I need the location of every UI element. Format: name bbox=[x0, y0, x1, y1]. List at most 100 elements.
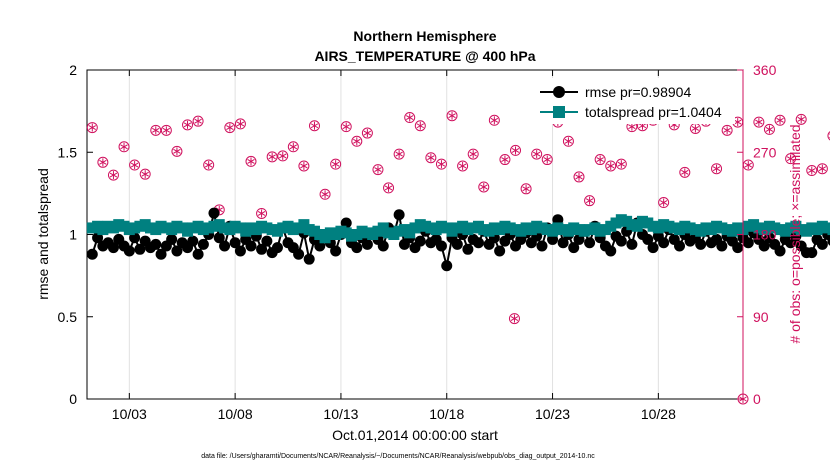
obs-assimilated-point bbox=[268, 152, 276, 161]
rmse-point bbox=[187, 235, 199, 247]
x-tick-label: 10/23 bbox=[535, 406, 570, 422]
obs-assimilated-point bbox=[353, 137, 361, 146]
data-file-footer: data file: /Users/gharamti/Documents/NCA… bbox=[201, 453, 595, 460]
obs-assimilated-point bbox=[152, 126, 160, 135]
x-tick-label: 10/08 bbox=[218, 406, 253, 422]
rmse-point bbox=[742, 237, 754, 249]
obs-possible-point bbox=[393, 148, 405, 160]
obs-possible-point bbox=[721, 124, 733, 136]
rmse-point bbox=[150, 238, 162, 250]
obs-possible-point bbox=[785, 153, 797, 165]
obs-assimilated-stroke bbox=[818, 166, 827, 172]
rmse-point bbox=[192, 248, 204, 260]
obs-assimilated-point bbox=[427, 153, 435, 162]
obs-assimilated-stroke bbox=[109, 172, 118, 178]
obs-assimilated-stroke bbox=[173, 148, 181, 154]
rmse-point bbox=[155, 248, 167, 260]
rmse-point bbox=[208, 207, 220, 219]
obs-assimilated-stroke bbox=[183, 122, 192, 128]
rmse-point bbox=[134, 243, 146, 255]
obs-assimilated-point bbox=[226, 123, 234, 132]
obs-assimilated-point bbox=[247, 157, 255, 166]
rmse-point bbox=[166, 233, 178, 245]
obs-assimilated-point bbox=[733, 118, 742, 127]
y-tick-label: 1.5 bbox=[58, 144, 78, 160]
rmse-point bbox=[615, 235, 627, 247]
obs-assimilated-stroke bbox=[321, 191, 329, 197]
obs-assimilated-point bbox=[236, 119, 245, 128]
rmse-point bbox=[647, 242, 659, 254]
obs-possible-point bbox=[414, 120, 426, 132]
obs-assimilated-stroke bbox=[279, 153, 287, 159]
obs-assimilated-stroke bbox=[469, 151, 477, 157]
obs-possible-point bbox=[541, 154, 553, 166]
rmse-point bbox=[674, 240, 686, 252]
legend-rmse-marker bbox=[553, 86, 565, 98]
totalspread-point bbox=[827, 224, 830, 236]
obs-assimilated-point bbox=[786, 154, 795, 163]
obs-assimilated-stroke bbox=[564, 138, 573, 144]
obs-assimilated-point bbox=[818, 164, 827, 173]
x-tick-label: 10/13 bbox=[323, 406, 358, 422]
totalspread-point bbox=[822, 222, 830, 234]
obs-possible-point bbox=[319, 188, 331, 200]
obs-assimilated-stroke bbox=[659, 200, 668, 205]
obs-assimilated-stroke bbox=[88, 125, 97, 131]
legend-spread-label: totalspread pr=1.0404 bbox=[585, 104, 722, 120]
obs-assimilated-stroke bbox=[363, 130, 372, 136]
rmse-point bbox=[393, 209, 405, 221]
obs-possible-point bbox=[266, 151, 278, 163]
obs-assimilated-point bbox=[321, 190, 329, 199]
obs-assimilated-point bbox=[532, 150, 541, 159]
legend-box bbox=[535, 78, 735, 124]
obs-assimilated-point bbox=[448, 111, 456, 120]
obs-possible-point bbox=[827, 131, 830, 141]
y-tick-label: 0.5 bbox=[58, 309, 78, 325]
rmse-point bbox=[197, 238, 209, 250]
rmse-point bbox=[271, 242, 283, 254]
obs-assimilated-point bbox=[596, 155, 604, 164]
obs-possible-point bbox=[584, 195, 596, 207]
obs-assimilated-point bbox=[480, 182, 488, 191]
obs-assimilated-stroke bbox=[120, 144, 128, 150]
obs-assimilated-stroke bbox=[786, 156, 795, 162]
obs-assimilated-point bbox=[501, 155, 509, 164]
rmse-point bbox=[806, 247, 818, 259]
rmse-point bbox=[451, 238, 463, 250]
obs-assimilated-stroke bbox=[384, 185, 393, 191]
obs-possible-point bbox=[86, 122, 98, 134]
obs-possible-point bbox=[308, 120, 320, 132]
rmse-point bbox=[414, 235, 426, 247]
obs-possible-point bbox=[508, 313, 520, 325]
x-tick-label: 10/18 bbox=[429, 406, 464, 422]
y2-tick-label: 90 bbox=[753, 309, 769, 325]
obs-assimilated-point bbox=[279, 151, 287, 160]
obs-assimilated-point bbox=[490, 116, 499, 125]
obs-possible-point bbox=[520, 183, 532, 195]
rmse-point bbox=[303, 253, 315, 265]
obs-assimilated-point bbox=[183, 120, 192, 129]
obs-assimilated-point bbox=[416, 121, 425, 130]
obs-assimilated-point bbox=[522, 184, 530, 193]
obs-possible-point bbox=[129, 159, 141, 171]
rmse-point bbox=[716, 240, 728, 252]
obs-assimilated-point bbox=[585, 196, 594, 205]
obs-possible-point bbox=[234, 118, 246, 130]
obs-assimilated-point bbox=[437, 160, 446, 169]
obs-assimilated-stroke bbox=[755, 119, 763, 125]
obs-assimilated-point bbox=[744, 161, 753, 170]
obs-assimilated-point bbox=[607, 161, 615, 170]
obs-assimilated-stroke bbox=[437, 161, 446, 167]
obs-possible-point bbox=[160, 124, 172, 136]
obs-assimilated-point bbox=[808, 166, 816, 175]
obs-assimilated-stroke bbox=[427, 155, 435, 161]
obs-assimilated-stroke bbox=[194, 118, 202, 124]
obs-assimilated-point bbox=[765, 125, 774, 134]
obs-assimilated-point bbox=[659, 198, 668, 207]
obs-assimilated-point bbox=[405, 113, 414, 122]
obs-assimilated-stroke bbox=[712, 166, 721, 172]
obs-possible-point bbox=[531, 148, 543, 160]
obs-assimilated-point bbox=[141, 170, 149, 179]
obs-assimilated-stroke bbox=[310, 123, 319, 129]
